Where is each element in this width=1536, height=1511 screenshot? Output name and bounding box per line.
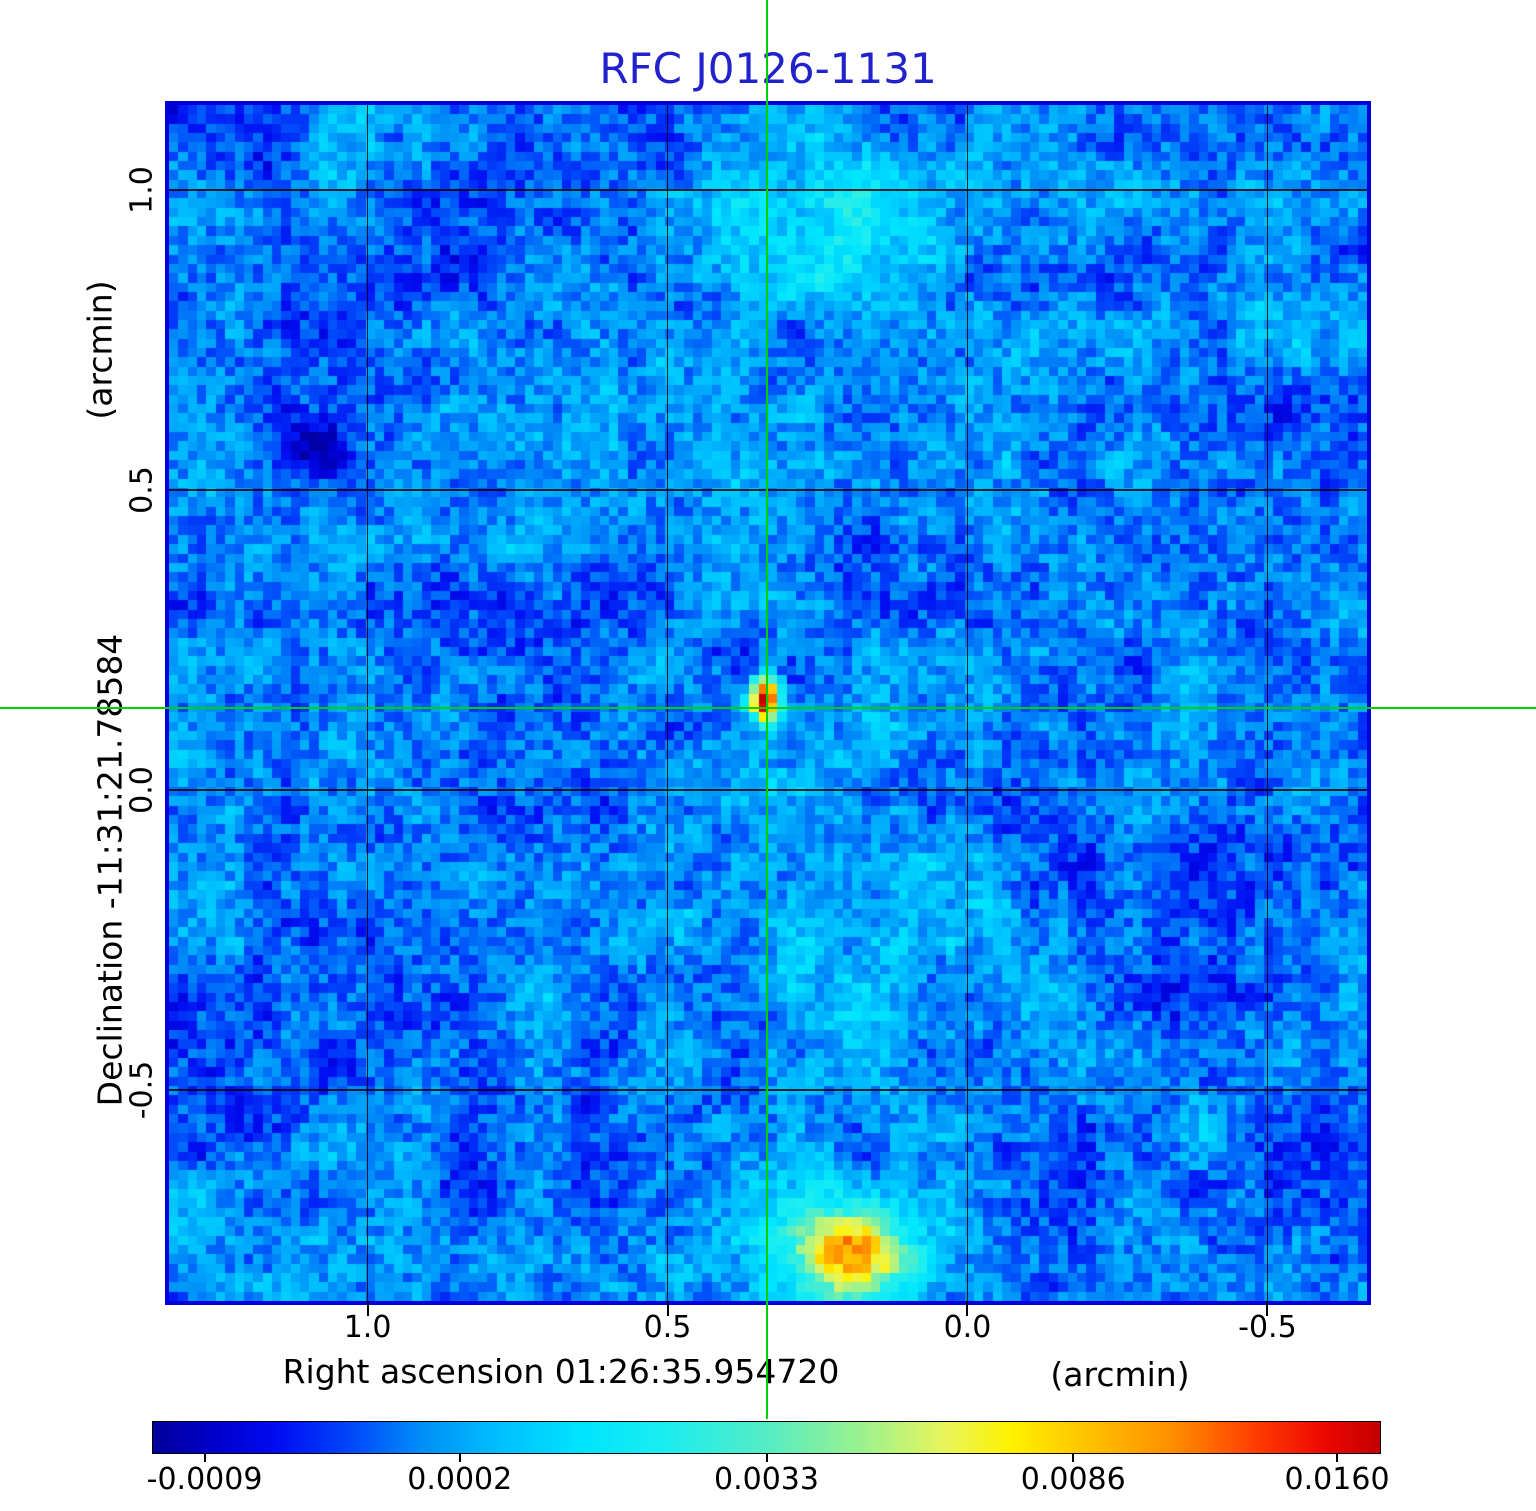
- colorbar-tick-mark: [1072, 1454, 1075, 1462]
- x-tick-mark: [366, 1301, 369, 1316]
- colorbar-tick-label: 0.0160: [1284, 1462, 1390, 1497]
- colorbar-tick-mark: [765, 1454, 768, 1462]
- x-tick-mark: [966, 1301, 969, 1316]
- x-tick-mark: [666, 1301, 669, 1316]
- x-tick-label: 0.0: [943, 1310, 992, 1345]
- colorbar-tick-mark: [203, 1454, 206, 1462]
- x-tick-label: 1.0: [343, 1310, 392, 1345]
- colorbar-gradient: [153, 1422, 1380, 1453]
- x-tick-label: 0.5: [643, 1310, 692, 1345]
- y-tick-label: -0.5: [124, 1060, 160, 1120]
- colorbar-tick-mark: [1336, 1454, 1339, 1462]
- y-axis-unit-label: (arcmin): [80, 280, 120, 420]
- y-tick-label: 0.0: [124, 766, 160, 814]
- colorbar-tick-label: 0.0086: [1020, 1462, 1126, 1497]
- colorbar-tick-label: -0.0009: [146, 1462, 263, 1497]
- colorbar-tick-label: 0.0033: [714, 1462, 819, 1497]
- x-gridline: [666, 105, 669, 1301]
- x-tick-mark: [1266, 1301, 1269, 1316]
- y-tick-label: 1.0: [124, 166, 160, 215]
- crosshair-horizontal-line: [0, 706, 1536, 709]
- x-axis-label: Right ascension 01:26:35.954720: [282, 1352, 840, 1391]
- x-tick-label: -0.5: [1238, 1310, 1297, 1345]
- colorbar-tick-mark: [458, 1454, 461, 1462]
- x-axis-unit-label: (arcmin): [1050, 1355, 1190, 1394]
- x-gridline: [366, 105, 369, 1301]
- colorbar: [152, 1421, 1381, 1454]
- x-gridline: [1266, 105, 1269, 1301]
- x-gridline: [966, 105, 969, 1301]
- colorbar-tick-label: 0.0002: [407, 1462, 513, 1497]
- y-tick-label: 0.5: [124, 466, 160, 514]
- y-axis-label: Declination -11:31:21.78584: [90, 633, 130, 1107]
- crosshair-vertical-line: [766, 0, 769, 1419]
